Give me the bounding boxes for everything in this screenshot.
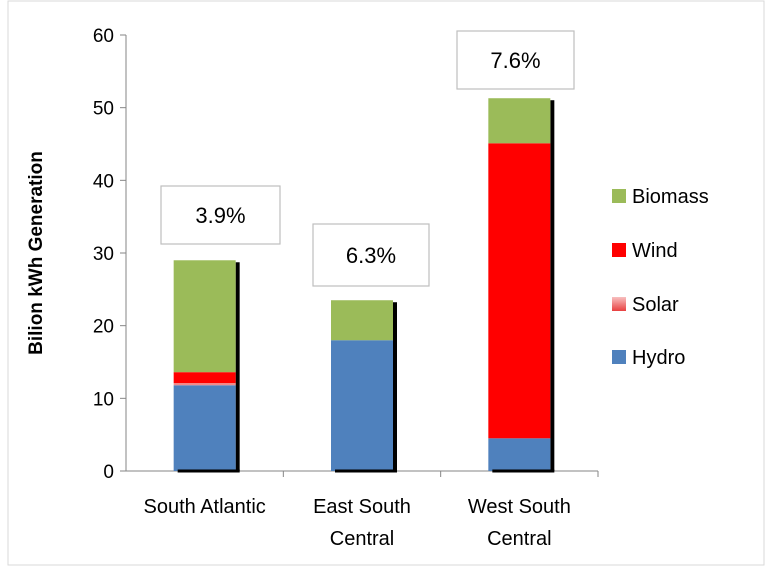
legend-label-hydro: Hydro <box>632 347 685 369</box>
y-tick-label: 50 <box>93 99 114 120</box>
x-category-label: West South <box>468 496 571 518</box>
bar-shadow <box>550 100 555 471</box>
legend-swatch-hydro <box>612 350 626 364</box>
bar-shadow <box>235 262 240 471</box>
y-tick-label: 0 <box>103 462 114 483</box>
legend-label-biomass: Biomass <box>632 186 709 208</box>
bar-shadow <box>393 302 397 471</box>
bar-segment-solar <box>173 383 236 386</box>
bar-segment-biomass <box>331 300 393 341</box>
bar-segment-hydro <box>488 438 551 471</box>
y-axis-title: Bilion kWh Generation <box>26 151 47 355</box>
legend-label-wind: Wind <box>632 240 678 262</box>
bar-segment-hydro <box>173 385 236 471</box>
bar-segment-wind <box>173 372 236 384</box>
share-annotation-box <box>312 223 430 287</box>
y-tick-label: 30 <box>93 244 114 265</box>
share-annotation-label: 3.9% <box>195 203 245 228</box>
y-tick-label: 60 <box>93 26 114 47</box>
bar-segment-biomass <box>173 260 236 373</box>
x-category-label: South Atlantic <box>144 496 266 518</box>
share-annotation-label: 7.6% <box>490 48 540 73</box>
share-annotation-box <box>456 30 575 90</box>
share-annotation-box <box>160 185 281 245</box>
legend-swatch-solar <box>612 297 626 311</box>
bar-segment-wind <box>488 143 551 439</box>
plot-area: 0 10 20 30 40 50 60 Bilion kWh Generation South … <box>26 26 599 550</box>
bar-segment-hydro <box>331 340 393 471</box>
x-category-label: Central <box>487 528 551 550</box>
y-tick-label: 10 <box>93 389 114 410</box>
legend-label-solar: Solar <box>632 294 679 316</box>
y-tick-label: 40 <box>93 171 114 192</box>
legend-swatch-biomass <box>612 189 626 203</box>
x-category-label: Central <box>330 528 394 550</box>
bar-segment-biomass <box>488 98 551 144</box>
legend: Biomass Wind Solar Hydro <box>612 186 709 369</box>
legend-swatch-wind <box>612 243 626 257</box>
x-category-label: East South <box>313 496 411 518</box>
share-annotation-label: 6.3% <box>346 243 396 268</box>
y-tick-label: 20 <box>93 317 114 338</box>
